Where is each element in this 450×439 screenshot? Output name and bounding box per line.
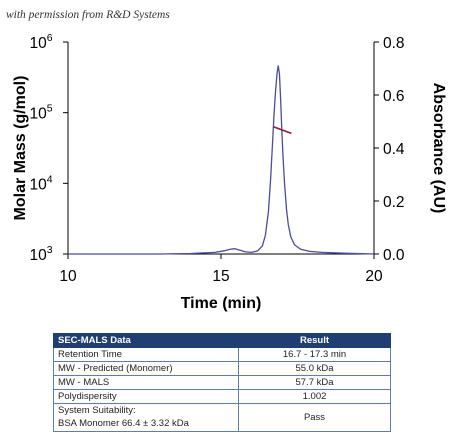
table-header-data: SEC-MALS Data	[53, 333, 239, 348]
plot-area: 10 15 20 103 104 105 106 0.0 0.2 0.4 0.6 0.8	[29, 32, 404, 285]
row-label: MW - Predicted (Monomer)	[53, 361, 239, 376]
x-tick-label: 15	[212, 268, 229, 285]
y-right-tick-label: 0.0	[383, 247, 405, 264]
table-row: Retention Time 16.7 - 17.3 min	[53, 347, 391, 362]
table-header-row: SEC-MALS Data Result	[53, 333, 391, 348]
x-axis-label: Time (min)	[181, 295, 262, 312]
y-right-tick-label: 0.6	[383, 88, 405, 105]
y-axis-right-label: Absorbance (AU)	[430, 83, 447, 214]
y-axis-left-label: Molar Mass (g/mol)	[12, 76, 29, 221]
row-label: Retention Time	[53, 347, 239, 362]
row-value: 1.002	[238, 389, 391, 404]
table-row: Polydispersity 1.002	[53, 389, 391, 404]
row-label: System Suitability: BSA Monomer 66.4 ± 3…	[53, 403, 239, 432]
row-value: Pass	[238, 403, 391, 432]
table-row: MW - Predicted (Monomer) 55.0 kDa	[53, 361, 391, 376]
sec-mals-chart: 10 15 20 103 104 105 106 0.0 0.2 0.4 0.6 0.8 Molar …	[12, 32, 447, 312]
row-label-line2: BSA Monomer 66.4 ± 3.32 kDa	[58, 417, 189, 429]
y-right-tick-label: 0.8	[383, 35, 405, 52]
row-label: MW - MALS	[53, 375, 239, 390]
x-tick-label: 10	[59, 268, 77, 285]
row-value: 16.7 - 17.3 min	[238, 347, 391, 362]
table-header-result: Result	[238, 333, 391, 348]
x-tick-label: 20	[365, 268, 383, 285]
table-row: MW - MALS 57.7 kDa	[53, 375, 391, 390]
table-row: System Suitability: BSA Monomer 66.4 ± 3…	[53, 403, 391, 432]
permission-note: with permission from R&D Systems	[6, 9, 170, 21]
y-right-tick-label: 0.4	[383, 141, 405, 158]
absorbance-line	[68, 65, 375, 255]
molar-mass-line	[273, 126, 292, 135]
row-label-line1: System Suitability:	[58, 405, 136, 416]
y-left-tick-label: 105	[29, 103, 52, 123]
y-left-tick-label: 106	[29, 32, 52, 52]
row-value: 57.7 kDa	[238, 375, 391, 390]
row-label: Polydispersity	[53, 389, 239, 404]
y-left-tick-label: 103	[29, 244, 52, 264]
y-left-tick-label: 104	[29, 173, 52, 193]
y-right-tick-label: 0.2	[383, 194, 405, 211]
sec-mals-table: SEC-MALS Data Result Retention Time 16.7…	[53, 333, 391, 432]
row-value: 55.0 kDa	[238, 361, 391, 376]
